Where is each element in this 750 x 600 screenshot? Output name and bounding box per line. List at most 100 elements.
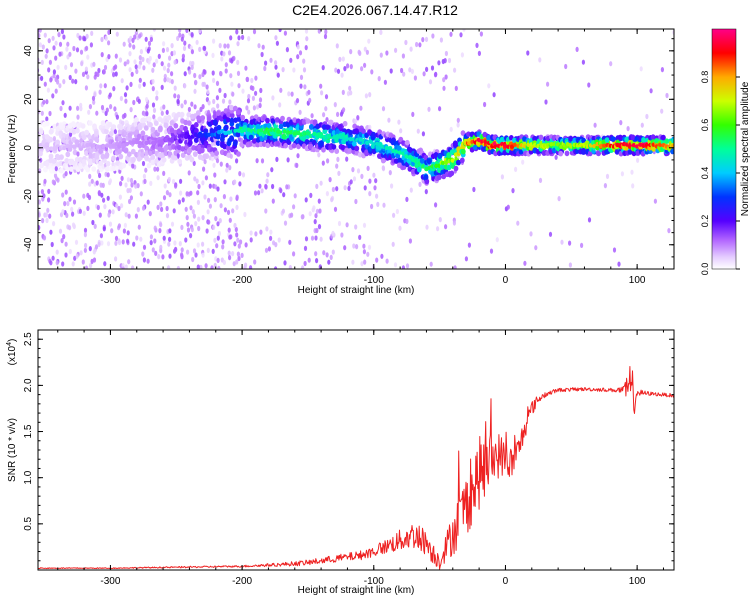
spectrogram-cell [43, 32, 47, 38]
spectrogram-cell [385, 258, 389, 264]
spectrogram-cell [645, 113, 649, 120]
spectrogram-cell [69, 131, 73, 137]
spectrogram-cell [164, 144, 170, 151]
spectrogram-cell [160, 110, 164, 116]
spectrogram-cell [425, 224, 429, 230]
spectrogram-cell [538, 57, 542, 63]
spectrogram-cell [475, 42, 479, 49]
spectrogram-cell [276, 72, 280, 78]
spectrogram-cell [189, 45, 193, 51]
spectrogram-cell [437, 60, 441, 66]
spectrogram-cell [85, 45, 89, 51]
spectrogram-cell [136, 207, 140, 213]
spectrogram-cell [367, 38, 371, 44]
spectrogram-cell [181, 197, 185, 203]
spectrogram-cell [216, 186, 220, 192]
spectrogram-cell [42, 193, 46, 199]
spectrogram-cell [207, 136, 211, 142]
spectrogram-cell [167, 265, 171, 269]
spectrogram-cell [95, 110, 99, 116]
spectrogram-cell [335, 163, 339, 169]
spectrogram-cell [112, 86, 116, 92]
spectrogram-cell [190, 227, 194, 233]
spectrogram-ridge-cell [292, 131, 297, 136]
spectrogram-cell [229, 234, 233, 240]
spectrogram-cell [164, 129, 168, 135]
x-tick-label: 100 [629, 576, 646, 587]
spectrogram-cell [538, 177, 543, 183]
spectrogram-cell [193, 137, 199, 143]
spectrogram-cell [168, 55, 172, 61]
spectrogram-ridge-cell [137, 140, 143, 146]
spectrogram-cell [69, 166, 74, 172]
snr-x-ticks: -300 -200 -100 0 100 [57, 330, 664, 587]
spectrogram-cell [336, 111, 340, 117]
spectrogram-cell [87, 194, 92, 201]
spectrogram-ridge-cell [388, 146, 393, 151]
spectrogram-cell [296, 143, 301, 150]
spectrogram-cell [159, 201, 163, 207]
spectrogram-cell [312, 119, 318, 125]
spectrogram-cell [179, 190, 183, 196]
spectrogram-cell [195, 110, 201, 116]
spectrogram-cell [580, 242, 584, 248]
spectrogram-cell [170, 79, 174, 85]
spectrogram-cell [62, 234, 66, 240]
snr-line [38, 366, 674, 570]
spectrogram-ridge-cell [358, 137, 363, 142]
snr-series [38, 366, 674, 570]
spectrogram-cell [349, 179, 353, 185]
spectrogram-cell [352, 176, 357, 182]
spectrogram-frame [37, 28, 675, 270]
spectrogram-cell [142, 81, 146, 87]
spectrogram-cell [201, 252, 205, 258]
spectrogram-cell [309, 192, 313, 198]
spectrogram-cell [91, 219, 95, 226]
spectrogram-cell [322, 250, 326, 256]
spectrogram-cell [89, 262, 93, 269]
spectrogram-cell [201, 104, 205, 110]
spectrogram-cell [54, 88, 58, 94]
spectrogram-cell [238, 181, 242, 187]
y-tick-label: 1.0 [23, 470, 34, 484]
spectrogram-cell [42, 99, 46, 105]
spectrogram-cell [560, 239, 564, 245]
spectrogram-cell [193, 88, 197, 94]
spectrogram-cell [49, 260, 53, 266]
spectrogram-cell [456, 117, 460, 123]
spectrogram-cell [45, 161, 50, 167]
spectrogram-cell [84, 66, 88, 72]
spectrogram-cell [371, 131, 376, 138]
spectrogram-cell [115, 203, 119, 209]
spectrogram-cell [235, 259, 239, 265]
spectrogram-cell [548, 231, 553, 237]
spectrogram-cell [228, 255, 232, 261]
spectrogram-cell [128, 42, 132, 48]
spectrogram-cell [167, 176, 171, 183]
spectrogram-cell [51, 35, 55, 41]
spectrogram-cell [202, 166, 206, 172]
spectrogram-cell [39, 162, 44, 169]
spectrogram-cell [423, 174, 429, 180]
spectrogram-cell [641, 137, 646, 143]
spectrogram-cell [84, 242, 88, 249]
spectrogram-cell [483, 101, 487, 108]
spectrogram-cell [102, 226, 106, 232]
spectrogram-cell [260, 51, 264, 58]
spectrogram-cell [64, 158, 70, 164]
spectrogram-cell [187, 106, 191, 113]
spectrogram-cell [126, 230, 130, 236]
spectrogram-cell [287, 91, 291, 97]
spectrogram-cell [264, 60, 268, 66]
spectrogram-cell [253, 190, 258, 196]
spectrogram-cell [38, 42, 43, 48]
svg-text:(x104): (x104) [6, 339, 18, 366]
spectrogram-cell [630, 134, 636, 141]
spectrogram-cell [110, 228, 114, 234]
spectrogram-cell [216, 221, 220, 227]
spectrogram-cell [225, 145, 231, 151]
spectrogram-cell [252, 29, 257, 35]
spectrogram-cell [345, 222, 349, 228]
spectrogram-cell [135, 235, 139, 241]
spectrogram-cell [258, 183, 262, 189]
